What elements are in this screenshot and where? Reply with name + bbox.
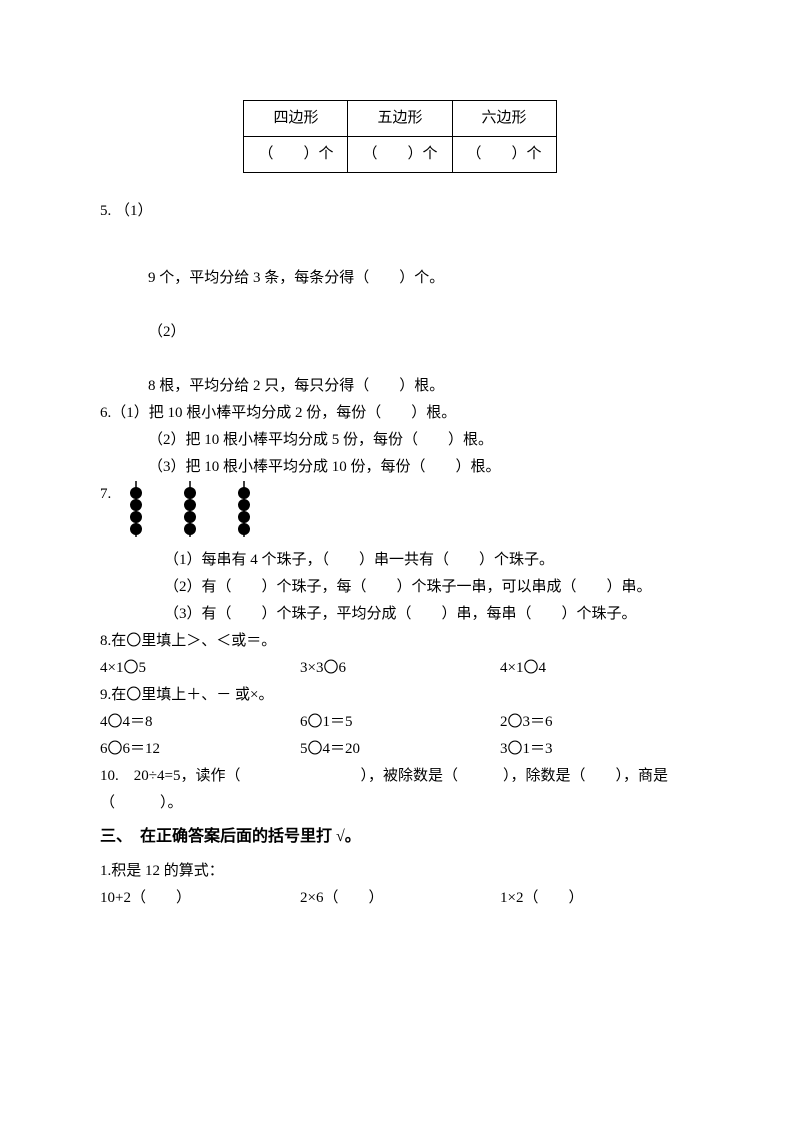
th-penta: 五边形 xyxy=(348,101,452,137)
q9-b: 6〇1＝5 xyxy=(300,709,500,736)
q6-number: 6. xyxy=(100,405,111,421)
q9-c: 2〇3＝6 xyxy=(500,709,700,736)
q8-c: 4×1〇4 xyxy=(500,655,700,682)
s3-b: 2×6（ ） xyxy=(300,885,500,912)
q9-title: 9.在〇里填上＋、－ 或×。 xyxy=(100,682,700,709)
th-hexa: 六边形 xyxy=(452,101,556,137)
q5-part1: （1） xyxy=(115,203,153,219)
q9-e: 5〇4＝20 xyxy=(300,736,500,763)
q8-title: 8.在〇里填上＞、＜或＝。 xyxy=(100,628,700,655)
bead-string-2 xyxy=(179,481,201,537)
q6-line1: （1）把 10 根小棒平均分成 2 份，每份（ ）根。 xyxy=(111,405,456,421)
q7-line3: （3）有（ ）个珠子，平均分成（ ）串，每串（ ）个珠子。 xyxy=(164,601,700,628)
q7-number: 7. xyxy=(100,486,111,502)
cell-hexa: （ ）个 xyxy=(452,137,556,173)
beads-diagram xyxy=(125,481,283,547)
question-7: 7. xyxy=(100,481,700,547)
q9-d: 6〇6＝12 xyxy=(100,736,300,763)
q6-line3: （3）把 10 根小棒平均分成 10 份，每份（ ）根。 xyxy=(148,454,700,481)
q7-line1: （1）每串有 4 个珠子，（ ）串一共有（ ）个珠子。 xyxy=(164,547,700,574)
question-10: 10. 20÷4=5，读作（ ），被除数是（ ），除数是（ ），商是（ ）。 xyxy=(100,763,700,817)
q8-row: 4×1〇5 3×3〇6 4×1〇4 xyxy=(100,655,700,682)
s3-sub: 1.积是 12 的算式： xyxy=(100,858,700,885)
s3-c: 1×2（ ） xyxy=(500,885,700,912)
question-5: 5. （1） xyxy=(100,198,700,225)
s3-a: 10+2（ ） xyxy=(100,885,300,912)
q8-a: 4×1〇5 xyxy=(100,655,300,682)
q9-f: 3〇1＝3 xyxy=(500,736,700,763)
q9-row1: 4〇4＝8 6〇1＝5 2〇3＝6 xyxy=(100,709,700,736)
q5-number: 5. xyxy=(100,203,111,219)
polygon-table: 四边形 五边形 六边形 （ ）个 （ ）个 （ ）个 xyxy=(243,100,556,173)
s3-row: 10+2（ ） 2×6（ ） 1×2（ ） xyxy=(100,885,700,912)
table-header-row: 四边形 五边形 六边形 xyxy=(244,101,556,137)
q9-row2: 6〇6＝12 5〇4＝20 3〇1＝3 xyxy=(100,736,700,763)
th-quad: 四边形 xyxy=(244,101,348,137)
bead-string-3 xyxy=(233,481,255,537)
q5-line2: 8 根，平均分给 2 只，每只分得（ ）根。 xyxy=(148,373,700,400)
cell-penta: （ ）个 xyxy=(348,137,452,173)
q9-a: 4〇4＝8 xyxy=(100,709,300,736)
cell-quad: （ ）个 xyxy=(244,137,348,173)
q7-line2: （2）有（ ）个珠子，每（ ）个珠子一串，可以串成（ ）串。 xyxy=(164,574,700,601)
q6-line2: （2）把 10 根小棒平均分成 5 份，每份（ ）根。 xyxy=(148,427,700,454)
table-blank-row: （ ）个 （ ）个 （ ）个 xyxy=(244,137,556,173)
q8-b: 3×3〇6 xyxy=(300,655,500,682)
section-3-title: 三、 在正确答案后面的括号里打 √。 xyxy=(100,823,700,852)
question-6: 6.（1）把 10 根小棒平均分成 2 份，每份（ ）根。 xyxy=(100,400,700,427)
bead-string-1 xyxy=(125,481,147,537)
q5-line1: 9 个，平均分给 3 条，每条分得（ ）个。 xyxy=(148,265,700,292)
q5-part2: （2） xyxy=(148,319,700,346)
